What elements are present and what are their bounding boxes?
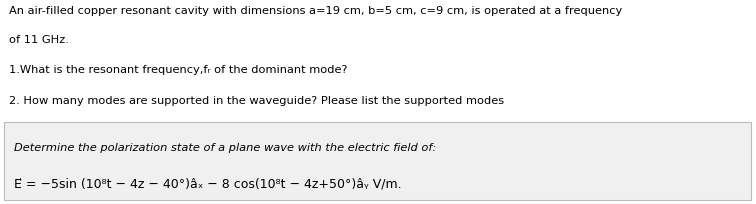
Text: Determine the polarization state of a plane wave with the electric field of:: Determine the polarization state of a pl…: [14, 143, 436, 153]
Text: 2. How many modes are supported in the waveguide? Please list the supported mode: 2. How many modes are supported in the w…: [9, 96, 504, 106]
FancyBboxPatch shape: [4, 122, 751, 200]
Text: 1.What is the resonant frequency,fᵣ of the dominant mode?: 1.What is the resonant frequency,fᵣ of t…: [9, 65, 348, 75]
Text: An air-filled copper resonant cavity with dimensions a=19 cm, b=5 cm, c=9 cm, is: An air-filled copper resonant cavity wit…: [9, 6, 622, 16]
Text: E⃗ = −5sin (10⁸t − 4z − 40°)âₓ − 8 cos(10⁸t − 4z+50°)âᵧ V/m.: E⃗ = −5sin (10⁸t − 4z − 40°)âₓ − 8 cos(1…: [14, 177, 401, 191]
Text: of 11 GHz.: of 11 GHz.: [9, 35, 69, 45]
